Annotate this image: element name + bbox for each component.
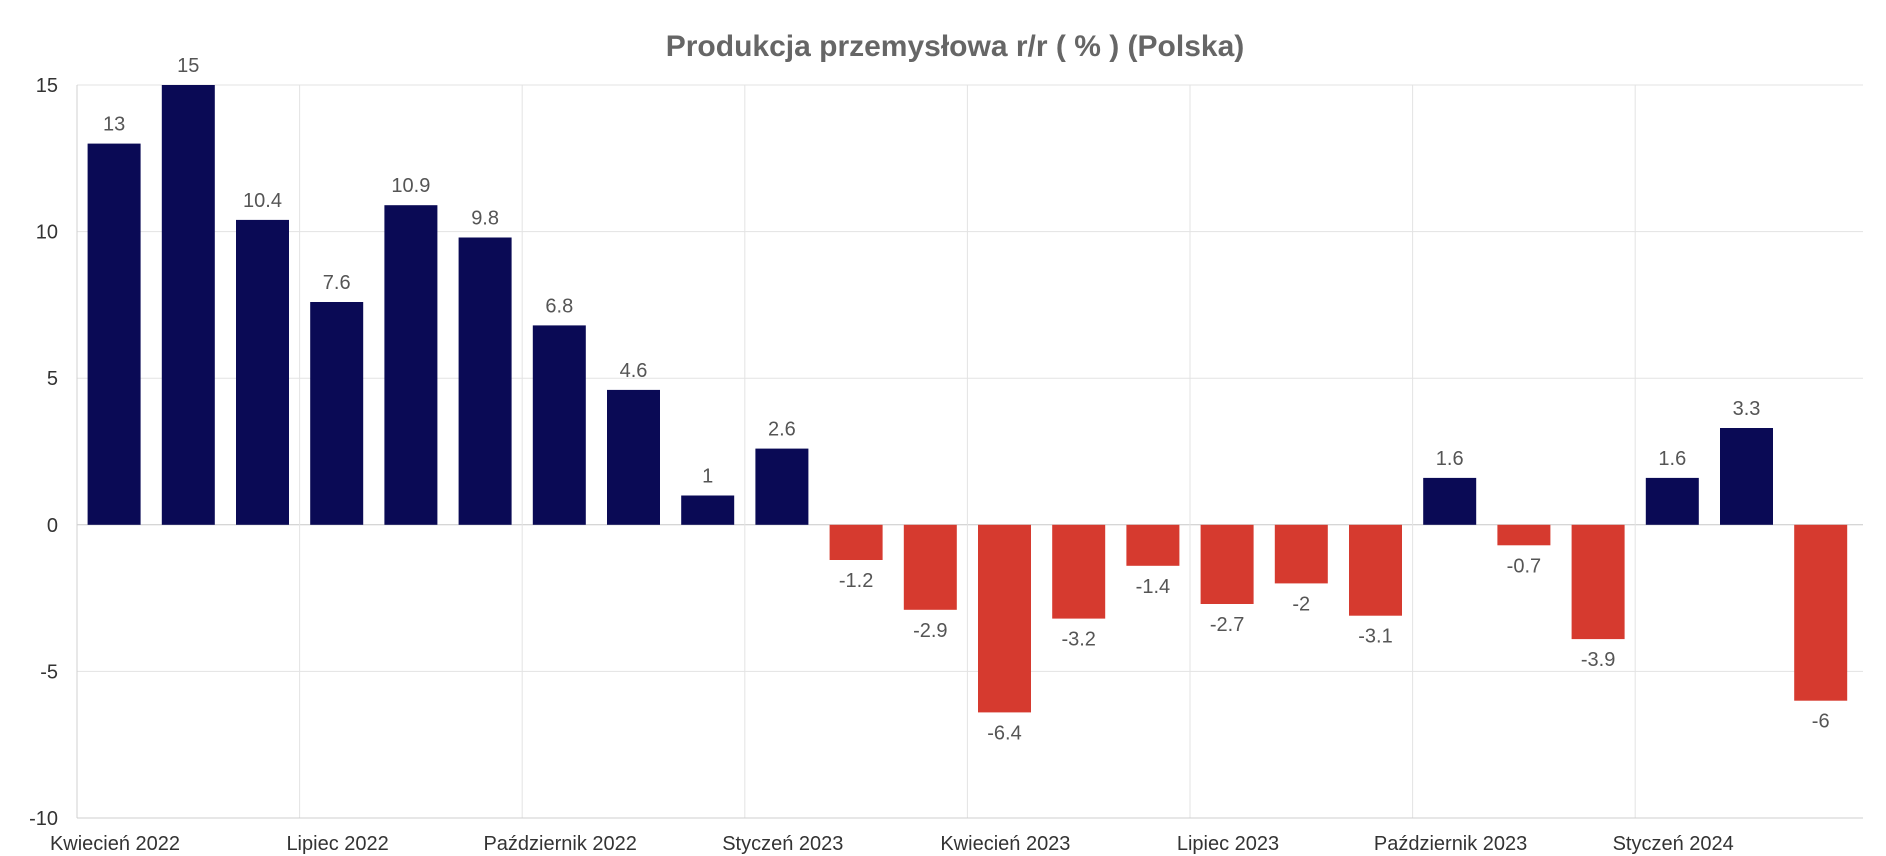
bar	[1274, 524, 1328, 584]
data-label-layer: 13 15 10.4 7.6 10.9 9.8 6.8 4.6 1 2.6 -1.2 -2.9 -6.4…	[103, 55, 1830, 744]
y-tick-label: 5	[47, 368, 58, 390]
bar-layer	[87, 85, 1848, 713]
x-tick-label: Październik 2022	[483, 833, 636, 855]
data-label: 3.3	[1733, 398, 1761, 420]
axis-layer: 15 10 5 0 -5 -10 Kwiecień 2022 Lipiec 2022 Paźdz…	[29, 75, 1863, 855]
bar	[1720, 428, 1773, 525]
data-label: 1.6	[1658, 448, 1686, 470]
chart-title: Produkcja przemysłowa r/r ( % ) (Polska)	[666, 30, 1245, 63]
data-label: 10.4	[243, 190, 282, 212]
bar	[1571, 524, 1625, 640]
data-label: -3.1	[1358, 626, 1392, 648]
bar	[1497, 524, 1551, 546]
bar	[829, 524, 883, 560]
x-tick-label: Styczeń 2023	[722, 833, 843, 855]
data-label: -3.2	[1061, 629, 1095, 651]
bar	[1423, 477, 1477, 525]
bar	[681, 495, 735, 525]
x-tick-label: Kwiecień 2022	[50, 833, 180, 855]
data-label: 1	[702, 466, 713, 488]
data-label: 1.6	[1436, 448, 1464, 470]
data-label: -6	[1812, 711, 1830, 733]
bar	[384, 205, 438, 525]
bar	[236, 219, 289, 525]
data-label: -2.7	[1210, 614, 1244, 636]
data-label: -3.9	[1581, 649, 1615, 671]
data-label: 13	[103, 114, 125, 136]
bar	[458, 237, 512, 525]
y-tick-label: 10	[36, 222, 58, 244]
data-label: -2	[1292, 593, 1310, 615]
bar	[903, 524, 957, 610]
y-tick-label: 15	[36, 75, 58, 97]
bar	[87, 143, 141, 525]
data-label: 15	[177, 55, 199, 77]
y-tick-label: -5	[40, 661, 58, 683]
data-label: 6.8	[545, 295, 573, 317]
x-tick-label: Październik 2023	[1374, 833, 1527, 855]
data-label: 9.8	[471, 208, 499, 230]
bar	[161, 85, 215, 525]
bar	[978, 524, 1031, 713]
data-label: 7.6	[323, 272, 351, 294]
bar	[755, 448, 809, 525]
bar	[1052, 524, 1106, 619]
bar	[607, 389, 660, 525]
x-tick-label: Styczeń 2024	[1613, 833, 1734, 855]
bar	[1126, 524, 1180, 566]
bar	[1794, 524, 1848, 701]
data-label: 10.9	[391, 175, 430, 197]
x-tick-label: Lipiec 2023	[1177, 833, 1279, 855]
data-label: -6.4	[987, 722, 1021, 744]
x-tick-label: Kwiecień 2023	[940, 833, 1070, 855]
data-label: -2.9	[913, 620, 947, 642]
data-label: 4.6	[620, 360, 648, 382]
bar	[532, 325, 586, 525]
y-tick-label: -10	[29, 808, 58, 830]
bar	[1645, 477, 1699, 525]
bar	[310, 302, 364, 525]
data-label: -1.4	[1136, 576, 1170, 598]
data-label: -0.7	[1507, 555, 1541, 577]
y-tick-label: 0	[47, 515, 58, 537]
bar	[1200, 524, 1254, 604]
data-label: -1.2	[839, 570, 873, 592]
x-tick-label: Lipiec 2022	[286, 833, 388, 855]
data-label: 2.6	[768, 419, 796, 441]
bar	[1349, 524, 1402, 616]
